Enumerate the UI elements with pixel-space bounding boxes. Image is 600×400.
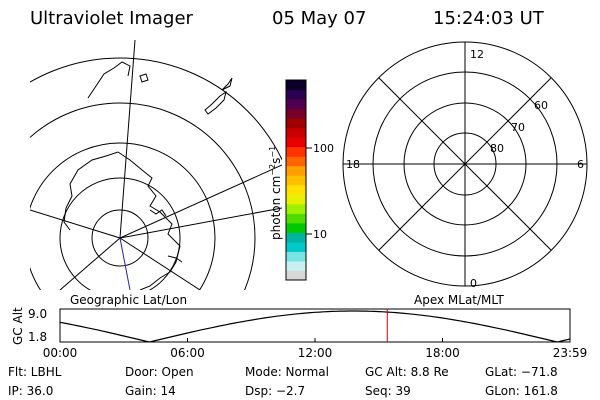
mlat-label-70: 70	[511, 121, 525, 134]
info-glat: GLat: −71.8	[485, 365, 558, 379]
mlat-label-80: 80	[490, 142, 504, 155]
geo-lat-circle-5	[30, 57, 282, 161]
colorbar-segment	[286, 165, 306, 176]
timeline-axis-label: GC Alt	[11, 307, 25, 345]
colorbar-segment	[286, 175, 306, 186]
coastline-new-zealand-south	[204, 90, 227, 115]
geo-meridian-4	[30, 209, 121, 239]
colorbar-segment	[286, 99, 306, 110]
coastline-new-zealand-north	[221, 77, 233, 91]
info-mode: Mode: Normal	[245, 365, 329, 379]
info-filter: Flt: LBHL	[8, 365, 62, 379]
apex-meridian-diag-2	[378, 77, 552, 251]
info-seq: Seq: 39	[365, 384, 411, 398]
info-dsp: Dsp: −2.7	[245, 384, 305, 398]
timeline-tick-label: 06:00	[170, 346, 205, 360]
colorbar-segment	[286, 184, 306, 195]
colorbar-segment	[286, 251, 306, 262]
colorbar-tick-10: 10	[313, 228, 327, 241]
geo-meridian-5	[59, 237, 121, 290]
geo-lat-circle-2	[59, 177, 181, 290]
timeline-y-top: 9.0	[28, 307, 47, 321]
colorbar-segment	[286, 127, 306, 138]
apex-panel-label: Apex MLat/MLT	[414, 293, 504, 307]
geo-lat-circle-3	[30, 142, 216, 290]
timeline-y-bottom: 1.8	[28, 330, 47, 344]
geo-terminator	[119, 237, 131, 290]
colorbar-segment	[286, 137, 306, 148]
date-label: 05 May 07	[272, 8, 366, 29]
colorbar	[286, 80, 306, 281]
colorbar-segment	[286, 232, 306, 243]
apex-polar-plot	[342, 41, 588, 287]
info-ip: IP: 36.0	[8, 384, 53, 398]
colorbar-segment	[286, 108, 306, 119]
mlt-label-0: 0	[470, 277, 477, 290]
coastline-antarctica	[63, 151, 181, 290]
colorbar-segment	[286, 203, 306, 214]
colorbar-segment	[286, 156, 306, 167]
colorbar-segment	[286, 222, 306, 233]
timeline-tick-label: 23:59	[553, 346, 588, 360]
mlt-label-18: 18	[346, 158, 360, 171]
coastline-australia	[87, 61, 131, 99]
mlat-label-60: 60	[534, 99, 548, 112]
geographic-panel-label: Geographic Lat/Lon	[70, 293, 187, 307]
colorbar-segment	[286, 270, 306, 281]
instrument-title: Ultraviolet Imager	[30, 8, 194, 29]
geo-lat-circle-4	[30, 102, 256, 290]
gc-altitude-curve	[60, 310, 570, 342]
colorbar-segment	[286, 194, 306, 205]
timeline-ticks: 00:00 06:00 12:00 18:00 23:59	[43, 338, 588, 360]
geo-meridian-1	[119, 39, 136, 239]
geo-frame	[30, 36, 282, 290]
colorbar-segment	[286, 241, 306, 252]
coastline-detail-1	[149, 209, 167, 217]
geo-lat-circle-1	[91, 209, 149, 267]
timeline-tick-label: 00:00	[43, 346, 78, 360]
geographic-map	[30, 39, 282, 290]
time-label: 15:24:03 UT	[433, 8, 545, 29]
coastline-tasmania	[139, 73, 149, 83]
coastline-detail-2	[167, 255, 183, 263]
timeline-frame	[59, 308, 571, 343]
timeline-tick-label: 18:00	[425, 346, 460, 360]
colorbar-segment	[286, 260, 306, 271]
colorbar-frame	[285, 79, 307, 281]
geo-meridian-2	[119, 164, 282, 239]
geo-meridian-3	[119, 207, 282, 239]
mlt-label-6: 6	[577, 158, 584, 171]
mlt-label-12: 12	[470, 48, 484, 61]
info-door: Door: Open	[125, 365, 194, 379]
info-glon: GLon: 161.8	[485, 384, 558, 398]
colorbar-segment	[286, 213, 306, 224]
info-gc-alt: GC Alt: 8.8 Re	[365, 365, 449, 379]
info-gain: Gain: 14	[125, 384, 176, 398]
colorbar-segment	[286, 80, 306, 91]
colorbar-tick-100: 100	[313, 142, 334, 155]
timeline-tick-label: 12:00	[298, 346, 333, 360]
colorbar-unit-label: photon cm−2s−1	[268, 146, 283, 240]
colorbar-segment	[286, 89, 306, 100]
geo-meridian-6	[119, 237, 201, 290]
colorbar-segment	[286, 146, 306, 157]
colorbar-segment	[286, 118, 306, 129]
